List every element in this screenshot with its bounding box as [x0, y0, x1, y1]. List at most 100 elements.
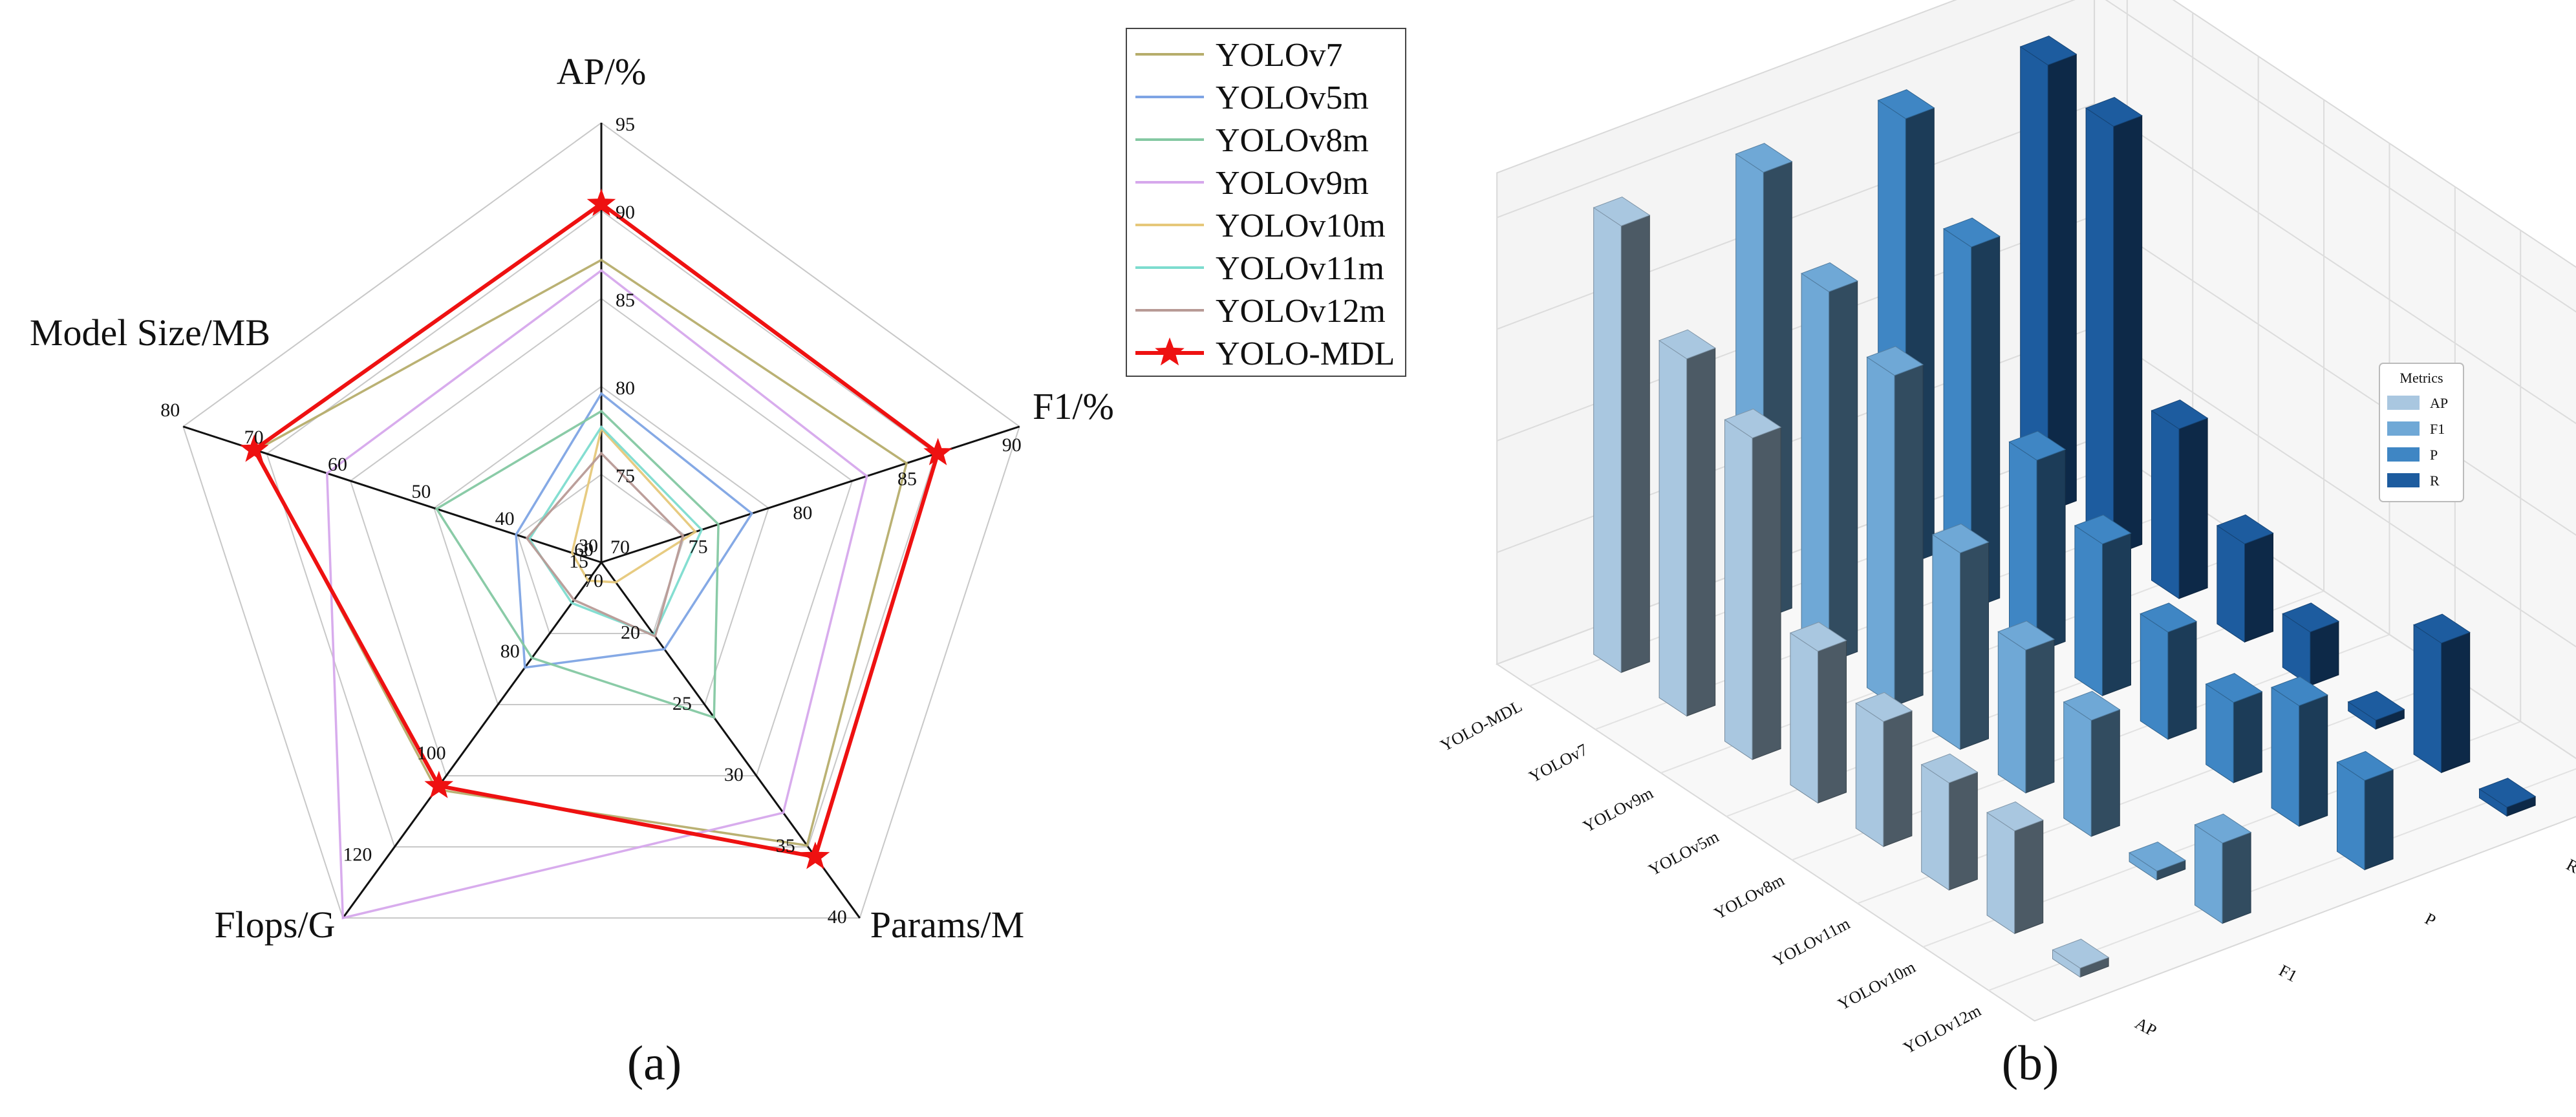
- model-label-yolov7: YOLOv7: [1526, 740, 1591, 787]
- bar-side-face: [2233, 691, 2262, 783]
- bar-top-face: [2216, 514, 2274, 544]
- metric-axis-label-r: R: [2563, 855, 2576, 877]
- bar-front-face: [2140, 613, 2169, 740]
- bar-yolov11m-ap: [1920, 753, 1979, 891]
- bar-front-face: [1801, 273, 1830, 663]
- bar-front-face: [1658, 339, 1688, 717]
- bar-side-face: [1829, 280, 1858, 663]
- tick-label: 100: [417, 742, 446, 763]
- legend-label-yolov11m: YOLOv11m: [1216, 250, 1384, 287]
- bar-side-face: [2441, 632, 2471, 773]
- tick-label: 75: [616, 465, 635, 487]
- 3d-bars: [1593, 36, 2537, 978]
- series-yolov5m: [515, 392, 754, 669]
- star-marker: [424, 771, 454, 798]
- bar-yolov9m-f1: [1866, 346, 1924, 707]
- bar-yolov5m-f1: [1931, 523, 1990, 750]
- series-yolov9m: [325, 269, 868, 920]
- bar-top-face: [1866, 346, 1924, 376]
- bar-front-face: [2271, 686, 2300, 827]
- legend-label-yolov7: YOLOv7: [1216, 37, 1342, 74]
- bar-front-face: [1986, 812, 2015, 935]
- tick-label: 75: [689, 536, 708, 557]
- axis-title-flops-g: Flops/G: [215, 904, 336, 946]
- legend-label-r: R: [2430, 473, 2440, 489]
- bar-top-face: [1735, 143, 1793, 173]
- bar-side-face: [1959, 542, 1989, 750]
- bar-yolov12m-f1: [2194, 813, 2252, 924]
- tick-label: 25: [672, 693, 692, 714]
- bar-top-face: [2063, 690, 2121, 721]
- legend-label-f1: F1: [2430, 421, 2445, 437]
- bar-side-face: [2222, 831, 2251, 924]
- bar-top-face: [2008, 431, 2066, 461]
- metric-axis-label-ap: AP: [2132, 1014, 2160, 1040]
- bar-side-face: [1686, 347, 1716, 717]
- bar-side-face: [2167, 621, 2197, 740]
- bar-yolov11m-p: [2205, 673, 2263, 783]
- bar-front-face: [1593, 207, 1622, 674]
- bar-side-face: [2178, 418, 2208, 599]
- tick-label: 60: [328, 454, 347, 475]
- bar-side-face: [1620, 215, 1650, 674]
- bar-yolov7-r: [2085, 97, 2143, 556]
- bar-yolov11m-r: [2347, 690, 2405, 730]
- bar-front-face: [1724, 419, 1753, 760]
- tick-label: 20: [621, 622, 640, 643]
- tick-label: 80: [793, 502, 812, 524]
- bar-top-face: [1986, 801, 2044, 831]
- axis-title-ap: AP/%: [557, 50, 647, 92]
- bar3d-chart: YOLO-MDLYOLOv7YOLOv9mYOLOv5mYOLOv8mYOLOv…: [1437, 0, 2576, 1058]
- bar-top-face: [1877, 89, 1935, 120]
- legend-swatch-r: [2387, 473, 2420, 487]
- bar-front-face: [2337, 761, 2365, 871]
- model-label-yolov9m: YOLOv9m: [1580, 783, 1656, 836]
- bar-top-face: [1801, 262, 1858, 292]
- bar-yolov9m-ap: [1724, 409, 1782, 760]
- bar-front-face: [2074, 525, 2103, 697]
- radar-legend: YOLOv7 YOLOv5m YOLOv8m YOLOv9m YOLOv10m YOLOv…: [1126, 28, 1406, 377]
- bar-yolov8m-r: [2282, 602, 2339, 686]
- axis-spoke: [342, 562, 603, 919]
- bar-top-face: [1943, 217, 2001, 248]
- star-marker: [800, 842, 830, 869]
- tick-label: 50: [411, 481, 431, 502]
- bar-yolov8m-p: [2140, 602, 2197, 740]
- bar-yolov9m-r: [2151, 399, 2209, 599]
- bar-side-face: [1883, 710, 1913, 847]
- z-gridline: [1496, 103, 2576, 425]
- legend-label-yolo-mdl: YOLO-MDL: [1216, 335, 1395, 372]
- bar-top-face: [2019, 36, 2077, 66]
- grid-ring: [349, 297, 853, 777]
- legend-title: Metrics: [2399, 370, 2443, 386]
- bar-yolov5m-p: [2074, 514, 2132, 697]
- bar-front-face: [1790, 632, 1818, 804]
- bar-yolov11m-f1: [2063, 690, 2121, 837]
- tick-label: 80: [500, 641, 520, 662]
- axis-title-params-m: Params/M: [870, 904, 1024, 946]
- bar-front-face: [2063, 701, 2092, 837]
- legend-swatch-f1: [2387, 421, 2420, 436]
- bar-yolov8m-f1: [1997, 621, 2055, 794]
- axis-spoke: [601, 425, 1020, 564]
- grid-ring: [433, 385, 769, 706]
- bar-top-face: [1920, 753, 1979, 783]
- legend-label-p: P: [2430, 447, 2438, 463]
- model-label-yolov5m: YOLOv5m: [1646, 827, 1722, 879]
- bar-side-face: [2025, 639, 2055, 794]
- bar-front-face: [2009, 441, 2037, 653]
- legend-swatch-p: [2387, 447, 2420, 462]
- metric-axis-label-f1: F1: [2276, 961, 2301, 986]
- caption-a: (a): [627, 1036, 682, 1090]
- tick-label: 90: [616, 202, 635, 223]
- tick-label: 30: [724, 764, 744, 785]
- model-label-yolo-mdl: YOLO-MDL: [1437, 696, 1525, 755]
- legend-label-yolov8m: YOLOv8m: [1216, 122, 1369, 159]
- series-yolov7: [254, 259, 908, 847]
- caption-b: (b): [2002, 1036, 2059, 1090]
- legend-swatch-ap: [2387, 396, 2420, 410]
- tick-label: 40: [495, 508, 515, 529]
- bar-top-face: [2151, 399, 2209, 430]
- star-marker: [239, 434, 269, 462]
